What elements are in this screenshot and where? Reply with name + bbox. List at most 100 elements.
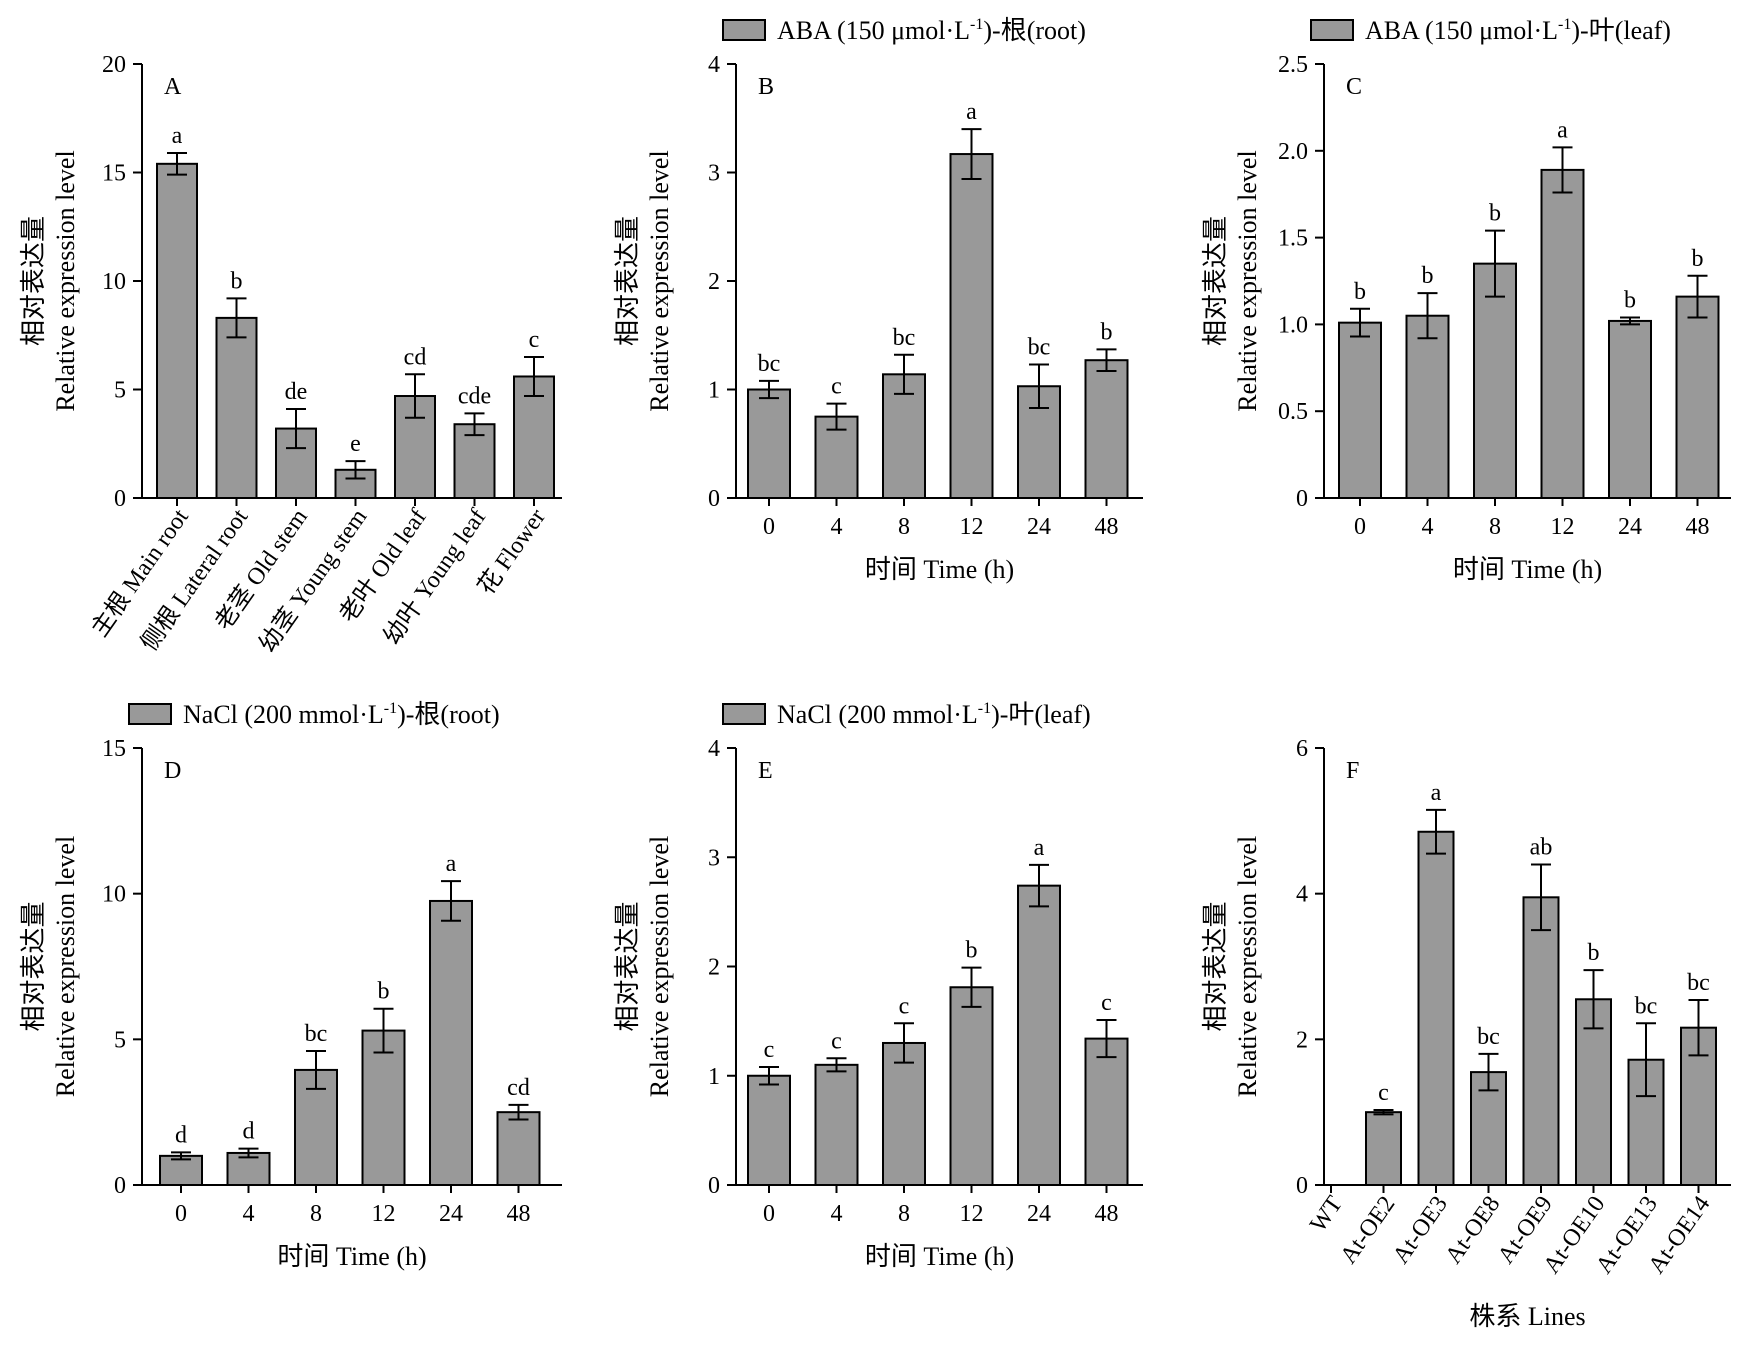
y-tick-label: 2	[1296, 1027, 1308, 1053]
legend-label: NaCl (200 mmol·L-1)-叶(leaf)	[777, 700, 1091, 729]
y-tick-label: 0	[114, 486, 126, 512]
significance-label: bc	[1687, 970, 1710, 996]
bar	[814, 1063, 859, 1186]
bar	[949, 153, 994, 499]
significance-label: b	[966, 938, 978, 964]
significance-label: bc	[893, 325, 916, 351]
significance-label: cde	[458, 383, 491, 409]
x-tick-label: 48	[1095, 1201, 1119, 1227]
significance-label: ab	[1530, 835, 1553, 861]
legend-swatch	[128, 703, 172, 725]
significance-label: b	[1101, 319, 1113, 345]
y-tick-label: 10	[102, 882, 126, 908]
significance-label: c	[831, 374, 842, 400]
panel-letter: C	[1346, 74, 1362, 100]
x-tick-label: 8	[898, 1201, 910, 1227]
y-tick-label: 10	[102, 269, 126, 295]
bar	[1473, 262, 1517, 500]
bar	[949, 986, 994, 1186]
significance-label: c	[899, 993, 910, 1019]
x-axis-title: 时间 Time (h)	[865, 555, 1014, 584]
x-tick-label: 24	[1027, 1201, 1051, 1227]
x-tick-label: 0	[763, 514, 775, 540]
x-tick-label: 48	[1095, 514, 1119, 540]
x-tick-label: At-OE8	[1441, 1192, 1506, 1269]
significance-label: bc	[305, 1021, 328, 1047]
bar	[361, 1029, 406, 1187]
panel-f: 0 2 4 6 相对表达量 Relative expression level F WT c At…	[1201, 736, 1731, 1331]
bar	[882, 1041, 926, 1186]
x-tick-label: 4	[831, 1201, 843, 1227]
significance-label: a	[1557, 117, 1568, 143]
panel-letter: D	[164, 758, 181, 784]
panel-a: 0 5 10 15 20 相对表达量 Relative expression level Aa…	[19, 52, 562, 657]
y-tick-label: 0	[708, 486, 720, 512]
x-tick-label: 4	[243, 1201, 255, 1227]
x-tick-label: 4	[1422, 514, 1434, 540]
y-tick-label: 0	[708, 1173, 720, 1199]
x-tick-label: 24	[439, 1201, 463, 1227]
x-tick-label: At-OE2	[1336, 1192, 1401, 1269]
legend-swatch	[722, 703, 766, 725]
significance-label: c	[529, 327, 540, 353]
x-tick-label: 48	[507, 1201, 531, 1227]
x-tick-label: 24	[1027, 514, 1051, 540]
x-tick-label: 48	[1686, 514, 1710, 540]
bar	[1338, 321, 1382, 499]
y-tick-label: 0.5	[1278, 399, 1308, 425]
bar	[747, 388, 791, 499]
x-tick-label: 8	[1489, 514, 1501, 540]
bar	[1405, 314, 1450, 499]
x-tick-label: WT	[1305, 1191, 1348, 1237]
x-tick-label: 幼茎 Young stem	[254, 504, 373, 658]
y-axis-title-en: Relative expression level	[51, 150, 80, 411]
significance-label: d	[175, 1122, 187, 1148]
bar	[215, 316, 258, 500]
y-tick-label: 20	[102, 52, 126, 78]
significance-label: b	[1489, 201, 1501, 227]
panel-letter: F	[1346, 758, 1359, 784]
y-tick-label: 2	[708, 955, 720, 981]
y-axis-title-cn: 相对表达量	[1201, 901, 1230, 1031]
y-tick-label: 2.0	[1278, 139, 1308, 165]
panel-letter: E	[758, 758, 773, 784]
y-tick-label: 1.0	[1278, 312, 1308, 338]
legend-label: ABA (150 μmol·L-1)-根(root)	[777, 16, 1086, 45]
legend-label: ABA (150 μmol·L-1)-叶(leaf)	[1365, 16, 1671, 45]
significance-label: b	[1354, 279, 1366, 305]
significance-label: b	[1624, 287, 1636, 313]
significance-label: b	[231, 268, 243, 294]
y-tick-label: 3	[708, 845, 720, 871]
y-axis-title-cn: 相对表达量	[613, 901, 642, 1031]
x-axis-title: 时间 Time (h)	[865, 1242, 1014, 1271]
y-tick-label: 3	[708, 161, 720, 187]
bar	[453, 423, 496, 499]
y-tick-label: 0	[1296, 1173, 1308, 1199]
x-tick-label: 8	[898, 514, 910, 540]
significance-label: a	[446, 851, 457, 877]
significance-label: de	[285, 379, 308, 405]
y-tick-label: 1	[708, 378, 720, 404]
panel-c: 0 0.5 1.0 1.5 2.0 2.5 相对表达量 Relative expression…	[1201, 16, 1731, 584]
y-tick-label: 1	[708, 1064, 720, 1090]
y-tick-label: 15	[102, 161, 126, 187]
panel-d: 0 5 10 15 相对表达量 Relative expression level D NaC…	[19, 700, 562, 1271]
x-tick-label: 12	[960, 1201, 984, 1227]
y-tick-label: 0	[114, 1173, 126, 1199]
x-tick-label: 4	[831, 514, 843, 540]
y-axis-title-en: Relative expression level	[51, 836, 80, 1097]
bar	[747, 1074, 791, 1186]
y-tick-label: 2.5	[1278, 52, 1308, 78]
y-tick-label: 5	[114, 378, 126, 404]
y-axis-title-en: Relative expression level	[645, 836, 674, 1097]
significance-label: a	[1431, 780, 1442, 806]
bar	[496, 1111, 541, 1186]
significance-label: d	[243, 1119, 255, 1145]
y-tick-label: 5	[114, 1027, 126, 1053]
legend-swatch	[1310, 19, 1354, 41]
bar	[1417, 830, 1455, 1187]
significance-label: c	[764, 1037, 775, 1063]
x-tick-label: 8	[310, 1201, 322, 1227]
